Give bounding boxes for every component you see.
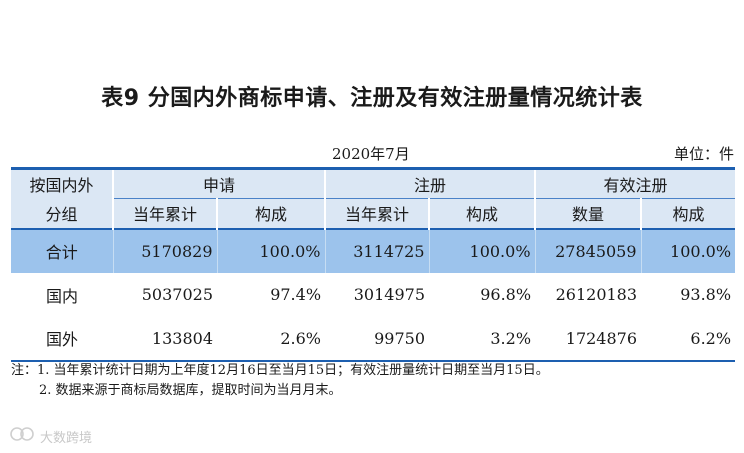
unit-label: 单位：件 xyxy=(673,145,734,163)
subheader-application-cumulative: 当年累计 xyxy=(112,198,217,229)
cell-registration-share: 100.0% xyxy=(428,228,536,273)
cell-application-share: 97.4% xyxy=(270,285,322,304)
table-notes: 注：1. 当年累计统计日期为上年度12月16日至当月15日；有效注册量统计日期至… xyxy=(11,361,549,401)
cell-application-cumulative: 5037025 xyxy=(141,285,213,304)
row-label: 合计 xyxy=(11,228,113,273)
cell-valid-count: 26120183 xyxy=(555,285,638,304)
watermark: 大数跨境 xyxy=(10,426,92,446)
subheader-application-share: 构成 xyxy=(215,198,326,229)
table-row-foreign: 国外 133804 2.6% 99750 3.2% 1724876 6.2% xyxy=(11,317,736,361)
table-title: 表9 分国内外商标申请、注册及有效注册量情况统计表 xyxy=(101,86,643,111)
cell-valid-share: 93.8% xyxy=(680,285,732,304)
subheader-valid-count: 数量 xyxy=(534,198,642,229)
logo-mark-icon xyxy=(10,426,40,446)
cell-registration-share: 96.8% xyxy=(480,285,532,304)
cell-application-cumulative: 5170829 xyxy=(112,228,217,273)
corner-header-line1: 按国内外 xyxy=(11,168,113,199)
cell-registration-share: 3.2% xyxy=(490,328,532,348)
group-header-valid-registration: 有效注册 xyxy=(534,168,736,199)
table-row-total: 合计 5170829 100.0% 3114725 100.0% 2784505… xyxy=(11,228,736,273)
trademark-stats-table: 按国内外 申请 注册 有效注册 分组 当年累计 构成 当年累计 构成 数量 构成… xyxy=(11,167,736,362)
subheader-registration-share: 构成 xyxy=(428,198,536,229)
cell-registration-cumulative: 3114725 xyxy=(324,228,430,273)
table-row-domestic: 国内 5037025 97.4% 3014975 96.8% 26120183 … xyxy=(11,273,735,317)
note-2: 2. 数据来源于商标局数据库，提取时间为当月月末。 xyxy=(39,383,342,398)
watermark-text: 大数跨境 xyxy=(40,430,93,446)
row-label: 国内 xyxy=(45,286,78,306)
note-1: 注：1. 当年累计统计日期为上年度12月16日至当月15日；有效注册量统计日期至… xyxy=(11,363,549,378)
subheader-registration-cumulative: 当年累计 xyxy=(324,198,430,229)
cell-application-share: 2.6% xyxy=(280,328,322,348)
subheader-valid-share: 构成 xyxy=(640,198,736,229)
corner-header-line2: 分组 xyxy=(11,198,113,229)
cell-valid-count: 27845059 xyxy=(534,228,642,273)
cell-registration-cumulative: 99750 xyxy=(374,328,426,348)
cell-valid-share: 100.0% xyxy=(640,228,736,273)
cell-valid-count: 1724876 xyxy=(565,328,638,348)
row-label: 国外 xyxy=(45,330,78,349)
group-header-registration: 注册 xyxy=(324,168,536,199)
header-row-groups: 按国内外 申请 注册 有效注册 xyxy=(11,168,736,199)
cell-valid-share: 6.2% xyxy=(690,328,732,348)
cell-application-share: 100.0% xyxy=(216,228,326,273)
group-header-application: 申请 xyxy=(111,168,326,199)
report-date: 2020年7月 xyxy=(332,145,410,163)
cell-application-cumulative: 133804 xyxy=(151,328,213,348)
cell-registration-cumulative: 3014975 xyxy=(353,285,426,304)
header-row-subheaders: 分组 当年累计 构成 当年累计 构成 数量 构成 xyxy=(11,198,736,229)
